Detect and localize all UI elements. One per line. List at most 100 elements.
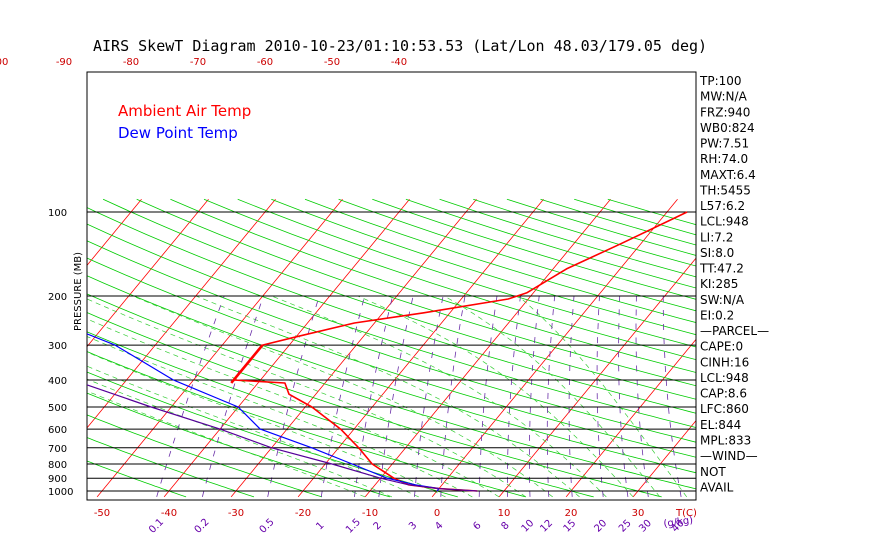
pressure-tick-label: 800 (48, 460, 67, 471)
isotherm-line (96, 198, 343, 498)
top-temp-tick-label: -90 (56, 57, 72, 68)
index-value: MW:N/A (700, 90, 748, 104)
index-value: MPL:833 (700, 433, 751, 447)
top-temp-tick-label: -70 (190, 57, 206, 68)
mixing-ratio-label: 25 (617, 518, 634, 535)
y-axis-label: PRESSURE (MB) (73, 252, 84, 331)
isotherm-line (87, 198, 276, 429)
top-temp-tick-label: -50 (324, 57, 340, 68)
bottom-temp-tick-label: 10 (498, 508, 511, 519)
index-value: TH:5455 (699, 183, 751, 197)
moist-adiabat-line (87, 378, 393, 498)
dry-adiabat-line (405, 198, 696, 289)
moist-adiabat-line (87, 336, 473, 498)
isotherm-line (87, 198, 142, 267)
mixing-ratio-label: 0.1 (147, 517, 166, 536)
dry-adiabat-line (87, 275, 696, 474)
mixing-ratio-label: 20 (592, 518, 609, 535)
background-lines (87, 198, 696, 498)
index-value: LCL:948 (700, 215, 749, 229)
moist-adiabat-line (87, 298, 527, 498)
isotherm-line (230, 198, 477, 498)
index-value: —PARCEL— (700, 324, 769, 338)
mixing-ratio-label: 30 (637, 518, 654, 535)
mixing-ratio-label: 3 (407, 520, 419, 532)
mixing-ratio-line (529, 295, 540, 497)
pressure-tick-label: 700 (48, 444, 67, 455)
index-value: LFC:860 (700, 402, 749, 416)
top-temp-tick-label: -40 (391, 57, 407, 68)
mixing-ratio-line (618, 295, 629, 497)
moist-adiabat-line (357, 295, 634, 498)
mixing-ratio-label: 0.5 (258, 517, 277, 536)
dry-adiabat-line (102, 198, 696, 400)
dry-adiabat-line (136, 198, 696, 387)
chart-title: AIRS SkewT Diagram 2010-10-23/01:10:53.5… (93, 37, 707, 55)
mixing-ratio-line (202, 295, 264, 497)
moist-adiabat-line (271, 295, 607, 498)
mixing-ratio-label: 1.5 (344, 517, 363, 536)
dry-adiabat-line (271, 198, 696, 336)
dry-adiabat-line (87, 371, 458, 498)
index-value: RH:74.0 (700, 152, 748, 166)
top-temp-tick-label: -100 (0, 57, 8, 68)
dry-adiabat-line (87, 437, 255, 498)
mixing-ratio-line (320, 295, 365, 497)
index-value: EL:844 (700, 418, 741, 432)
moist-adiabat-line (87, 351, 446, 498)
mixing-ratio-line (635, 295, 649, 497)
index-value: CINH:16 (700, 355, 749, 369)
dry-adiabat-line (87, 331, 594, 498)
index-value: MAXT:6.4 (700, 168, 756, 182)
mixing-ratio-line (440, 295, 466, 497)
index-value: PW:7.51 (700, 137, 749, 151)
dry-adiabat-line (87, 460, 187, 498)
profile-parcel (87, 384, 478, 492)
profile-lines (87, 211, 688, 492)
mixing-ratio-line (662, 295, 682, 497)
index-value: WB0:824 (700, 121, 755, 135)
index-value: L57:6.2 (700, 199, 745, 213)
dry-adiabat-line (237, 198, 696, 348)
dry-adiabat-line (203, 198, 696, 361)
bottom-temp-tick-label: -20 (295, 508, 311, 519)
dry-adiabat-line (87, 351, 526, 498)
index-value: SI:8.0 (700, 246, 734, 260)
top-temp-tick-label: -60 (257, 57, 273, 68)
bottom-temp-tick-label: 0 (434, 508, 440, 519)
mixing-ratio-unit-label: (g/kg) (663, 515, 694, 530)
legend-dew-point-temp: Dew Point Temp (118, 124, 238, 142)
pressure-tick-label: 600 (48, 425, 67, 436)
mixing-ratio-label: 10 (520, 518, 537, 535)
bottom-temp-tick-label: 20 (565, 508, 578, 519)
bottom-temp-tick-label: 30 (632, 508, 645, 519)
isobar-lines (86, 71, 697, 501)
x-axis-label: T(C) (675, 508, 697, 519)
bottom-temp-tick-label: -30 (228, 508, 244, 519)
mixing-ratio-label: 4 (433, 520, 445, 532)
bottom-temp-tick-label: -50 (94, 508, 110, 519)
pressure-tick-label: 100 (48, 208, 67, 219)
pressure-tick-label: 300 (48, 341, 67, 352)
mixing-ratio-line (354, 295, 393, 497)
mixing-ratio-label: 8 (500, 520, 512, 532)
dry-adiabat-line (473, 198, 696, 267)
isotherm-line (297, 198, 544, 498)
index-value: KI:285 (700, 277, 738, 291)
pressure-tick-label: 500 (48, 403, 67, 414)
mixing-ratio-line (267, 295, 320, 497)
mixing-ratio-label: 6 (471, 520, 483, 532)
dry-adiabat-line (87, 207, 696, 414)
mixing-ratio-line (596, 295, 604, 497)
ambient-temp-highlight-segment (230, 344, 264, 384)
moist-adiabat-line (87, 390, 366, 498)
moist-adiabat-line (87, 318, 500, 498)
moist-adiabat-line (517, 295, 687, 498)
plot-frame (86, 71, 697, 501)
legend-ambient-air-temp: Ambient Air Temp (118, 102, 251, 120)
moist-adiabat-line (195, 295, 580, 498)
top-temp-tick-label: -80 (123, 57, 139, 68)
mixing-ratio-line (506, 295, 521, 497)
